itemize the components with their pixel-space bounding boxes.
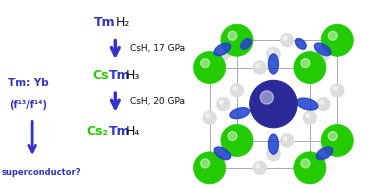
Circle shape <box>221 24 253 56</box>
Circle shape <box>294 52 326 84</box>
Circle shape <box>280 33 294 47</box>
Circle shape <box>317 97 330 111</box>
Circle shape <box>283 36 287 40</box>
Circle shape <box>203 111 217 125</box>
Circle shape <box>221 124 253 157</box>
Text: superconductor?: superconductor? <box>2 168 81 177</box>
Text: Tm: Tm <box>108 125 130 138</box>
Circle shape <box>228 132 237 141</box>
Circle shape <box>303 111 317 125</box>
Circle shape <box>230 83 244 97</box>
Circle shape <box>317 47 330 61</box>
Circle shape <box>219 100 223 104</box>
Circle shape <box>256 164 260 168</box>
Ellipse shape <box>241 39 251 49</box>
Circle shape <box>328 132 337 141</box>
Circle shape <box>328 31 337 40</box>
Circle shape <box>301 59 310 67</box>
Ellipse shape <box>268 134 279 154</box>
Ellipse shape <box>296 98 318 110</box>
Circle shape <box>219 50 223 54</box>
Circle shape <box>216 97 230 111</box>
Circle shape <box>253 61 267 74</box>
Circle shape <box>250 80 297 128</box>
Circle shape <box>206 114 210 118</box>
Ellipse shape <box>230 108 249 119</box>
Circle shape <box>270 150 273 154</box>
Circle shape <box>294 152 326 184</box>
Circle shape <box>317 147 330 161</box>
Circle shape <box>320 100 324 104</box>
Circle shape <box>233 86 237 90</box>
Ellipse shape <box>214 147 231 160</box>
Circle shape <box>253 161 267 175</box>
Circle shape <box>321 24 353 56</box>
Text: Cs: Cs <box>92 69 108 82</box>
Circle shape <box>306 114 310 118</box>
Circle shape <box>280 134 294 147</box>
Text: Tm: Tm <box>108 69 130 82</box>
Circle shape <box>301 159 310 168</box>
Circle shape <box>266 47 280 61</box>
Circle shape <box>266 147 280 161</box>
Circle shape <box>194 152 226 184</box>
Text: (f¹³/f¹⁴): (f¹³/f¹⁴) <box>9 100 47 110</box>
Text: H₂: H₂ <box>115 16 130 29</box>
Text: H₃: H₃ <box>126 69 140 82</box>
Ellipse shape <box>314 43 331 56</box>
Ellipse shape <box>214 43 231 56</box>
Text: H₄: H₄ <box>126 125 140 138</box>
Circle shape <box>320 150 324 154</box>
Ellipse shape <box>316 147 333 160</box>
Circle shape <box>266 97 280 111</box>
Circle shape <box>219 150 223 154</box>
Text: Tm: Tm <box>94 16 115 29</box>
Circle shape <box>228 31 237 40</box>
Circle shape <box>283 137 287 141</box>
Text: CsH, 20 GPa: CsH, 20 GPa <box>130 97 186 106</box>
Circle shape <box>333 86 337 90</box>
Circle shape <box>270 50 273 54</box>
Circle shape <box>260 91 273 104</box>
Circle shape <box>321 124 353 157</box>
Circle shape <box>201 159 210 168</box>
Text: CsH, 17 GPa: CsH, 17 GPa <box>130 44 186 53</box>
Text: Tm: Yb: Tm: Yb <box>8 78 49 88</box>
Circle shape <box>256 64 260 68</box>
Circle shape <box>194 52 226 84</box>
Ellipse shape <box>268 54 279 74</box>
Circle shape <box>216 47 230 61</box>
Ellipse shape <box>296 39 306 49</box>
Text: Cs₂: Cs₂ <box>87 125 108 138</box>
Circle shape <box>216 147 230 161</box>
Circle shape <box>330 83 344 97</box>
Circle shape <box>270 100 273 104</box>
Circle shape <box>201 59 210 67</box>
Circle shape <box>320 50 324 54</box>
